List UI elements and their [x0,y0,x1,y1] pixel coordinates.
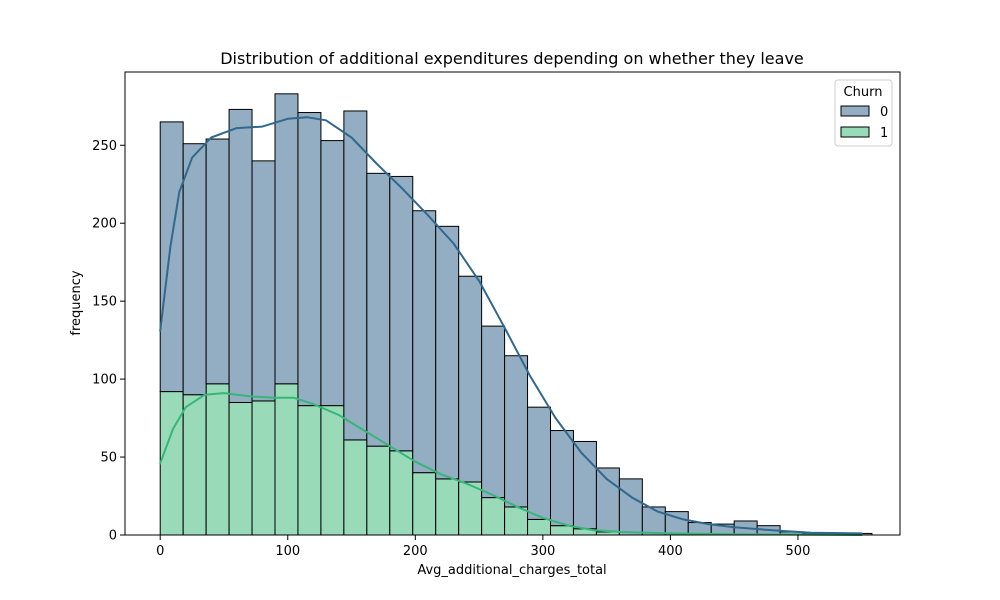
bar-churn-0-bin-4 [251,160,276,402]
x-tick-label: 100 [275,544,300,559]
bar-churn-1-bin-4 [251,400,276,536]
bar-churn-0-bin-14 [481,325,506,499]
x-axis-label: Avg_additional_charges_total [417,563,606,578]
bar-churn-1-bin-9 [366,445,391,536]
y-tick-label: 0 [109,529,117,544]
bar-churn-1-bin-0 [159,391,184,536]
legend-swatch-0 [840,105,870,117]
bar-churn-1-bin-10 [389,450,414,536]
bar-churn-1-bin-1 [182,394,207,536]
bar-churn-0-bin-3 [228,108,253,403]
bar-churn-1-bin-14 [481,497,506,536]
y-axis: 0 50 100 150 200 250 [92,139,125,544]
bar-churn-0-bin-0 [159,121,184,393]
bars-layer [159,93,873,536]
bar-churn-1-bin-3 [228,401,253,536]
y-axis-label: frequency [69,270,84,336]
x-tick-label: 300 [530,544,555,559]
x-tick-label: 0 [156,544,164,559]
bar-churn-0-bin-16 [527,406,552,520]
y-tick-label: 50 [100,451,117,466]
x-tick-label: 400 [658,544,683,559]
y-tick-label: 250 [92,139,117,154]
x-tick-label: 200 [403,544,428,559]
bar-churn-1-bin-6 [297,405,322,536]
kde-layer [159,116,863,536]
bar-churn-0-bin-8 [343,110,368,441]
legend-label-0: 0 [880,105,888,120]
legend-title: Churn [844,85,883,100]
bar-churn-0-bin-13 [458,275,483,483]
bar-churn-0-bin-21 [641,506,666,536]
bar-churn-0-bin-17 [550,430,574,527]
bar-churn-0-bin-11 [412,210,437,474]
bar-churn-0-bin-12 [435,225,460,480]
bar-churn-1-bin-5 [274,383,299,536]
bar-churn-1-bin-8 [343,439,368,536]
bar-churn-0-bin-5 [274,93,299,385]
bar-churn-1-bin-12 [435,478,460,536]
bar-churn-1-bin-16 [527,518,552,536]
bar-churn-1-bin-7 [320,405,345,536]
legend-swatch-1 [840,126,870,138]
bar-churn-1-bin-2 [205,383,230,536]
bar-churn-0-bin-18 [572,440,597,530]
bar-churn-1-bin-15 [504,506,529,536]
bar-churn-0-bin-1 [182,143,207,396]
kde-line-churn-0 [159,116,863,535]
bar-churn-0-bin-20 [618,478,643,536]
bar-churn-1-bin-11 [412,472,437,536]
bar-churn-0-bin-9 [366,172,391,447]
bar-churn-1-bin-17 [550,525,574,536]
legend: Churn 0 1 [834,79,893,147]
y-tick-label: 150 [92,295,117,310]
bar-churn-0-bin-6 [297,112,322,407]
bar-churn-0-bin-19 [595,467,620,533]
bar-churn-0-bin-10 [389,175,414,452]
bar-churn-1-bin-13 [458,481,483,536]
bar-churn-0-bin-15 [504,355,529,508]
chart-title: Distribution of additional expenditures … [220,49,804,68]
x-tick-label: 500 [786,544,811,559]
bar-churn-0-bin-7 [320,140,345,407]
x-axis: 0 100 200 300 400 500 [156,535,810,559]
legend-label-1: 1 [880,126,888,141]
plot-frame [124,71,901,536]
y-tick-label: 100 [92,373,117,388]
bar-churn-0-bin-2 [205,138,230,385]
kde-line-churn-1 [159,392,863,536]
y-tick-label: 200 [92,217,117,232]
